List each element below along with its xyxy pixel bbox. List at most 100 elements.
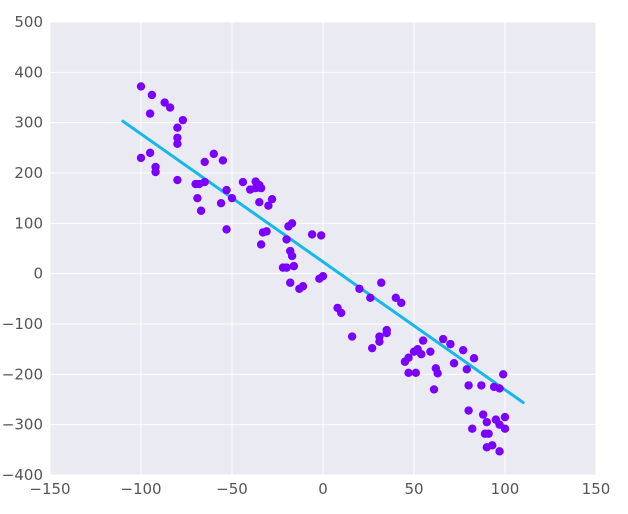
scatter-point: [173, 133, 182, 142]
scatter-point: [255, 197, 264, 207]
scatter-point: [449, 359, 459, 368]
scatter-point: [287, 251, 297, 261]
scatter-point: [209, 149, 218, 159]
x-tick-label: −100: [120, 480, 161, 498]
scatter-point: [136, 153, 146, 163]
scatter-point: [136, 82, 146, 91]
scatter-point: [433, 369, 442, 378]
scatter-point: [426, 347, 435, 356]
scatter-point: [196, 206, 206, 215]
scatter-point: [173, 139, 182, 149]
y-tick-label: 300: [14, 114, 43, 132]
scatter-point: [495, 384, 504, 393]
scatter-point: [173, 175, 182, 185]
scatter-point: [307, 230, 317, 239]
scatter-point: [469, 354, 479, 363]
scatter-point: [488, 441, 497, 450]
scatter-point: [478, 410, 488, 419]
y-tick-label: 500: [14, 13, 43, 31]
scatter-point: [160, 98, 169, 107]
scatter-point: [264, 201, 273, 210]
scatter-points: [136, 82, 510, 456]
scatter-point: [375, 332, 384, 341]
scatter-point: [482, 417, 491, 427]
x-tick-label: −50: [216, 480, 248, 498]
y-tick-label: −200: [2, 365, 43, 383]
scatter-point: [418, 336, 428, 345]
scatter-point: [347, 332, 357, 341]
scatter-point: [397, 298, 406, 308]
scatter-point: [227, 193, 237, 203]
scatter-point: [191, 179, 200, 189]
scatter-point: [495, 447, 504, 456]
scatter-point: [458, 345, 468, 355]
scatter-point: [262, 227, 271, 236]
y-tick-label: 200: [14, 164, 43, 182]
y-tick-label: 100: [14, 214, 43, 232]
fit-line: [121, 119, 525, 405]
scatter-point: [417, 350, 426, 359]
y-tick-label: 0: [33, 265, 43, 283]
scatter-point: [222, 225, 231, 234]
scatter-point: [500, 424, 510, 433]
scatter-point: [267, 194, 277, 204]
scatter-point: [446, 339, 455, 349]
fit-line-layer: [121, 119, 525, 405]
scatter-point: [145, 148, 155, 158]
y-tick-label: −400: [2, 466, 43, 484]
scatter-point: [173, 123, 182, 132]
scatter-point: [282, 235, 291, 244]
x-tick-label: 100: [491, 480, 520, 498]
scatter-point: [429, 385, 439, 394]
scatter-point: [151, 167, 160, 177]
scatter-point: [165, 103, 175, 112]
x-axis-tick-labels: −150 −100 −50 0 50 100 150: [29, 480, 610, 498]
scatter-point: [464, 406, 473, 415]
scatter-point: [278, 263, 288, 272]
x-tick-label: 50: [404, 480, 423, 498]
y-tick-label: −100: [2, 315, 43, 333]
scatter-point: [377, 278, 386, 287]
x-tick-label: 0: [318, 480, 328, 498]
y-axis-tick-labels: −400 −300 −200 −100 0 100 200 300 400 500: [2, 13, 43, 484]
scatter-point: [238, 177, 248, 187]
x-tick-label: 150: [582, 480, 611, 498]
scatter-point: [367, 343, 377, 353]
scatter-point: [298, 282, 308, 291]
y-tick-label: 400: [14, 63, 43, 81]
scatter-point: [477, 381, 486, 390]
scatter-point: [222, 185, 231, 195]
scatter-point: [498, 370, 508, 379]
scatter-point: [256, 183, 266, 193]
scatter-point: [382, 328, 391, 338]
scatter-point: [193, 193, 202, 203]
scatter-point: [289, 261, 299, 271]
scatter-point: [284, 222, 293, 231]
scatter-point: [355, 284, 364, 293]
scatter-point: [366, 293, 375, 303]
scatter-point: [256, 240, 266, 249]
scatter-point: [404, 353, 413, 362]
scatter-point: [438, 334, 448, 344]
scatter-point: [391, 293, 400, 303]
scatter-point: [468, 424, 477, 433]
scatter-point: [178, 115, 188, 125]
scatter-point: [316, 231, 326, 240]
scatter-point: [147, 90, 157, 100]
y-tick-label: −300: [2, 416, 43, 434]
scatter-point: [200, 157, 209, 167]
scatter-point: [411, 368, 421, 378]
scatter-point: [216, 199, 226, 208]
scatter-point: [337, 308, 346, 318]
scatter-point: [200, 177, 209, 187]
x-tick-label: −150: [29, 480, 70, 498]
scatter-point: [462, 365, 471, 374]
scatter-point: [286, 278, 295, 287]
scatter-point: [145, 109, 155, 118]
scatter-point: [464, 381, 473, 390]
scatter-point: [500, 412, 510, 422]
scatter-point: [484, 429, 493, 438]
scatter-point: [318, 271, 328, 281]
scatter-point: [218, 156, 228, 165]
